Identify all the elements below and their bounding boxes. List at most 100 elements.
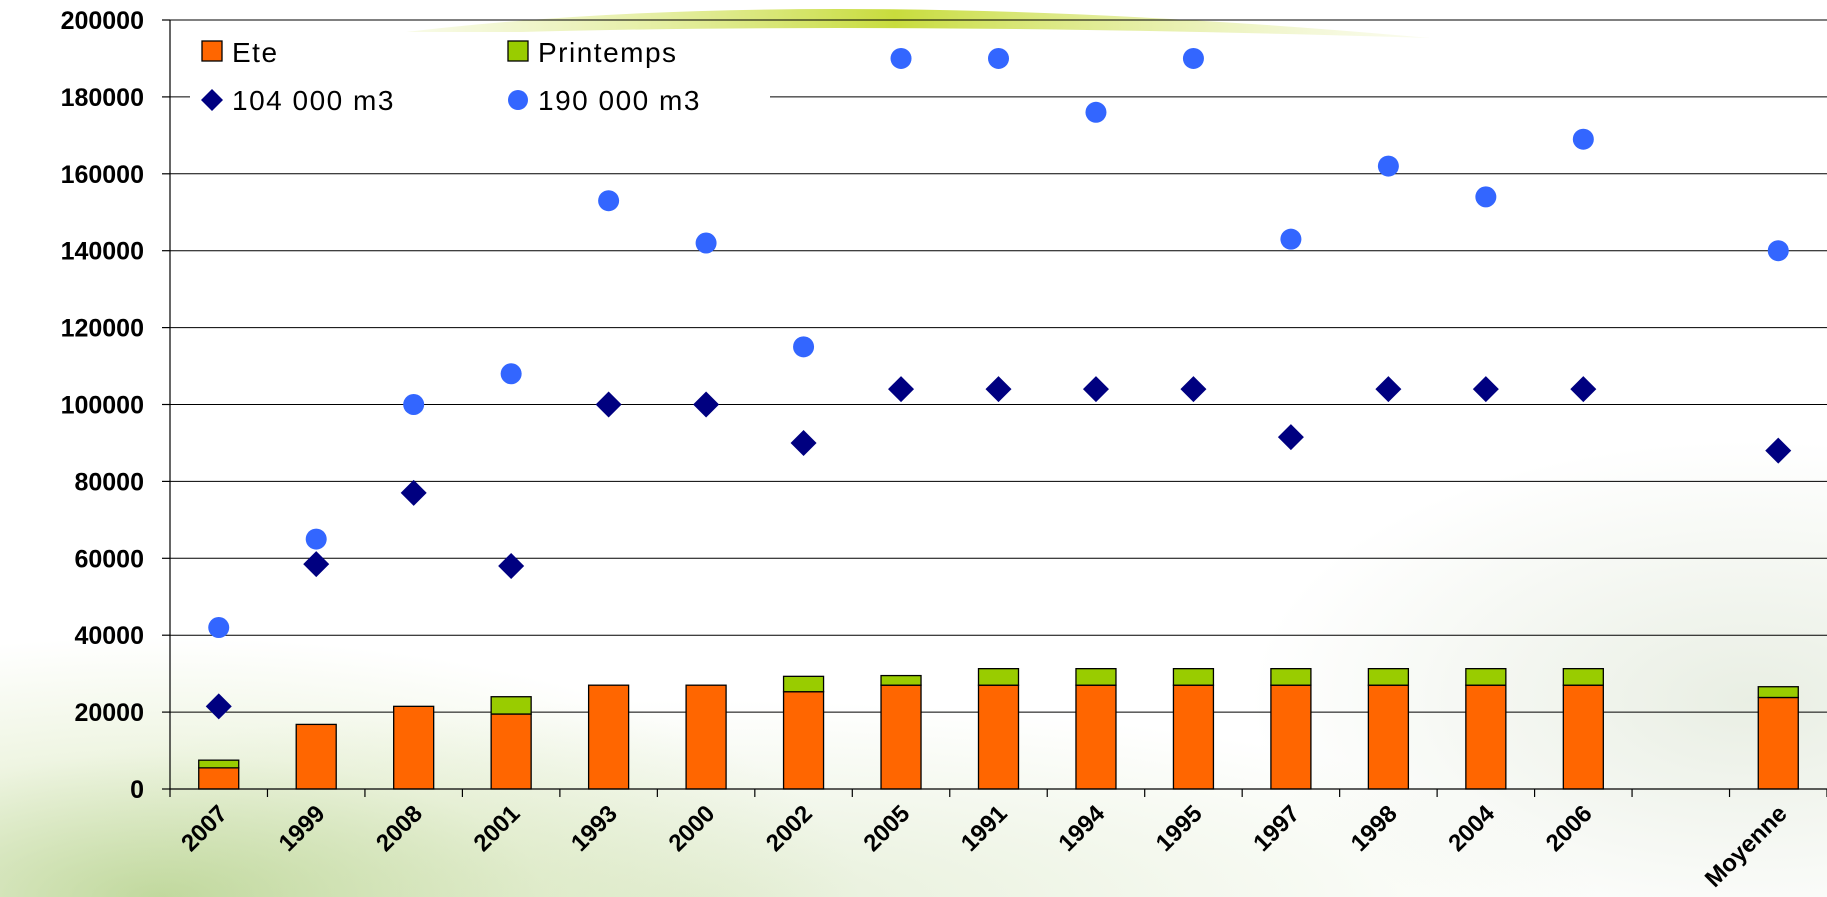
x-tick-label-14: 2006 [1541, 800, 1598, 857]
legend-swatch-104-000-m3 [201, 89, 223, 111]
point-diamond-13 [1472, 376, 1499, 403]
bar-ete-2 [393, 705, 435, 790]
point-circle-1 [305, 528, 327, 550]
bar-ete-13 [1465, 684, 1507, 790]
point-circle-4 [598, 190, 620, 212]
point-circle-7 [890, 47, 912, 69]
y-tick-label-9: 180000 [61, 84, 144, 112]
bar-printemps-16 [1757, 686, 1799, 699]
legend-background [190, 32, 770, 128]
y-tick-label-7: 140000 [61, 238, 144, 266]
x-tick-label-13: 2004 [1443, 800, 1500, 857]
x-tick-label-12: 1998 [1346, 800, 1403, 857]
x-tick-label-0: 2007 [176, 800, 233, 857]
point-diamond-2 [400, 479, 427, 506]
x-tick-label-9: 1994 [1053, 800, 1110, 857]
point-diamond-8 [985, 376, 1012, 403]
y-tick-label-2: 40000 [74, 622, 144, 650]
point-diamond-4 [595, 391, 622, 418]
y-tick-label-5: 100000 [61, 392, 144, 420]
x-tick-label-6: 2002 [761, 800, 818, 857]
bar-printemps-12 [1367, 668, 1410, 686]
point-circle-14 [1572, 128, 1594, 150]
bar-printemps-10 [1172, 668, 1215, 686]
y-tick-label-0: 0 [130, 776, 144, 804]
point-circle-12 [1377, 155, 1399, 177]
legend-label-104-000-m3: 104 000 m3 [232, 85, 395, 116]
point-diamond-7 [888, 376, 915, 403]
bar-ete-10 [1172, 684, 1215, 790]
x-tick-label-5: 2000 [663, 800, 720, 857]
x-tick-label-8: 1991 [956, 800, 1013, 857]
point-diamond-12 [1375, 376, 1402, 403]
bar-ete-5 [685, 684, 727, 790]
bar-ete-16 [1757, 696, 1799, 790]
bar-ete-0 [198, 767, 240, 790]
x-tick-label-2: 2008 [371, 800, 428, 857]
point-circle-9 [1085, 101, 1107, 123]
points [205, 47, 1792, 720]
x-tick-label-1: 1999 [274, 800, 331, 857]
point-circle-6 [793, 336, 815, 358]
point-circle-11 [1280, 228, 1302, 250]
x-tick-label-11: 1997 [1248, 800, 1305, 857]
y-axis: 0 20000 40000 60000 80000 100000 120000 140000 1… [61, 7, 171, 804]
bar-printemps-13 [1465, 668, 1507, 686]
bars [198, 668, 1799, 790]
bar-printemps-6 [782, 675, 825, 693]
point-diamond-6 [790, 429, 817, 456]
point-diamond-5 [693, 391, 720, 418]
y-tick-label-10: 200000 [61, 7, 144, 35]
bar-ete-6 [782, 691, 825, 790]
point-circle-16 [1767, 240, 1789, 262]
decorative-arc [360, 9, 1430, 38]
bar-ete-7 [880, 684, 922, 790]
legend: Ete Printemps 104 000 m3 190 000 m3 [190, 32, 770, 128]
legend-label-190-000-m3: 190 000 m3 [538, 85, 701, 116]
bar-printemps-11 [1270, 668, 1312, 686]
legend-swatch-190-000-m3 [508, 90, 528, 110]
point-circle-5 [695, 232, 717, 254]
x-tick-label-16: Moyenne [1700, 800, 1793, 893]
bar-ete-12 [1367, 684, 1410, 790]
bar-printemps-9 [1075, 668, 1117, 686]
bar-ete-8 [977, 684, 1020, 790]
x-tick-label-7: 2005 [858, 800, 915, 857]
point-circle-8 [988, 47, 1009, 69]
x-tick-label-3: 2001 [469, 800, 526, 857]
point-diamond-1 [303, 551, 330, 578]
bar-ete-4 [587, 684, 630, 790]
bar-ete-9 [1075, 684, 1117, 790]
bar-printemps-0 [198, 759, 240, 769]
point-circle-10 [1182, 47, 1204, 69]
x-tick-label-10: 1995 [1151, 800, 1208, 857]
y-tick-label-3: 60000 [74, 545, 144, 573]
bar-printemps-7 [880, 674, 922, 686]
y-tick-label-8: 160000 [61, 161, 144, 189]
y-tick-label-6: 120000 [61, 315, 144, 343]
bar-ete-14 [1562, 684, 1604, 790]
point-diamond-16 [1765, 437, 1792, 464]
point-circle-0 [208, 617, 230, 639]
point-diamond-11 [1277, 424, 1304, 451]
bar-ete-11 [1270, 684, 1312, 790]
legend-label-printemps: Printemps [538, 37, 678, 68]
point-diamond-9 [1082, 376, 1109, 403]
point-circle-2 [403, 394, 425, 415]
bar-printemps-14 [1562, 668, 1604, 686]
bar-ete-3 [490, 713, 532, 790]
bar-printemps-3 [490, 696, 532, 715]
point-diamond-3 [498, 552, 525, 579]
point-circle-13 [1475, 186, 1497, 208]
legend-swatch-printemps [507, 40, 529, 62]
legend-label-ete: Ete [232, 37, 279, 68]
x-tick-label-4: 1993 [566, 800, 623, 857]
y-tick-label-1: 20000 [74, 699, 144, 727]
bar-ete-1 [295, 723, 337, 790]
point-diamond-0 [205, 693, 232, 720]
point-diamond-14 [1570, 376, 1597, 403]
legend-swatch-ete [201, 40, 223, 62]
y-tick-label-4: 80000 [74, 468, 144, 496]
x-axis: 2007 1999 2008 2001 1993 2000 2002 2005 1991 1994… [169, 788, 1827, 893]
